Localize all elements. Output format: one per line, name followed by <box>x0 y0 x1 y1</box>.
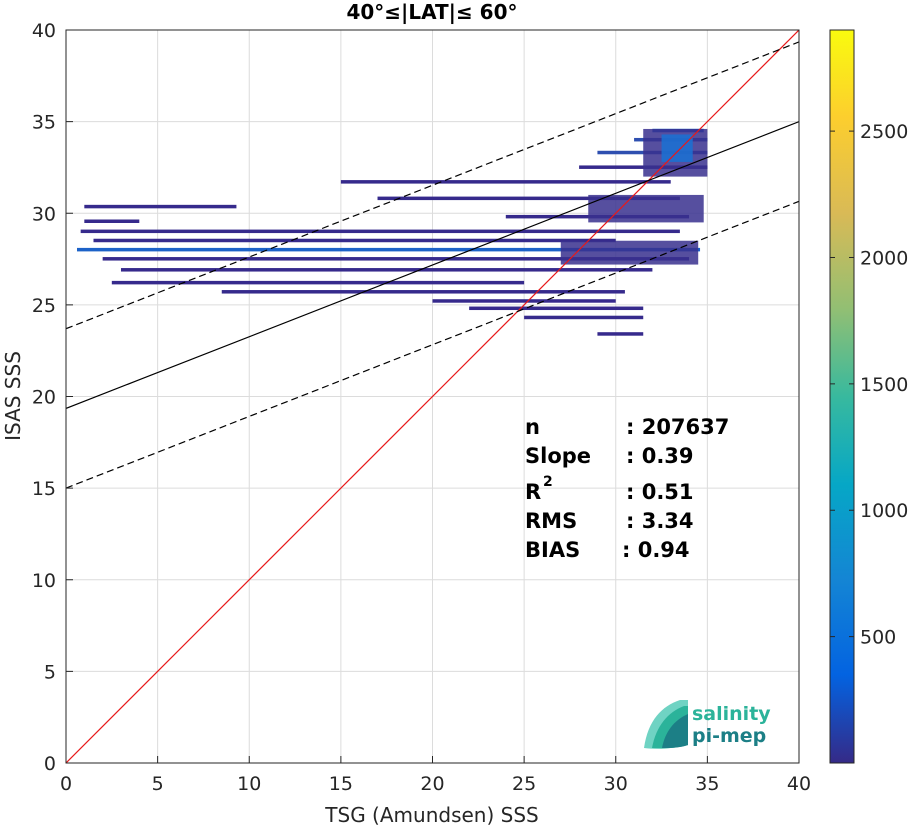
stat-r2-sup: 2 <box>543 474 553 490</box>
x-tick-label: 15 <box>329 773 353 795</box>
stat-n-label: n <box>525 415 540 439</box>
density-cell <box>84 204 237 209</box>
stat-rms-label: RMS <box>525 509 577 533</box>
y-tick-label: 15 <box>32 478 56 500</box>
stat-slope-value: : 0.39 <box>626 444 694 468</box>
colorbar-tick-label: 2000 <box>860 247 908 269</box>
y-tick-label: 40 <box>32 20 56 42</box>
density-cell <box>93 238 616 243</box>
axis-ticks: 0 5 10 15 20 25 30 35 40 0 5 10 15 20 25 30 35 40 <box>32 20 811 795</box>
y-tick-label: 25 <box>32 295 56 317</box>
stat-rms-value: : 3.34 <box>626 509 694 533</box>
chart-title: 40°≤|LAT|≤ 60° <box>346 0 517 24</box>
stat-n-value: : 207637 <box>626 415 729 439</box>
density-cell <box>111 280 525 285</box>
y-tick-label: 10 <box>32 570 56 592</box>
fit-lines <box>66 30 799 763</box>
y-tick-label: 20 <box>32 387 56 409</box>
x-axis-label: TSG (Amundsen) SSS <box>324 803 538 827</box>
density-core <box>560 240 699 265</box>
line-1:1 <box>66 30 799 763</box>
density-core <box>588 194 704 223</box>
density-peak <box>661 134 693 162</box>
density-cell <box>432 299 616 303</box>
logo-line2: pi-mep <box>692 725 766 747</box>
stat-bias-label: BIAS <box>525 538 580 562</box>
line-lower <box>66 200 799 489</box>
y-tick-label: 30 <box>32 203 56 225</box>
x-tick-label: 10 <box>237 773 261 795</box>
stat-r2-label: R <box>525 480 541 504</box>
density-cell <box>120 268 653 272</box>
colorbar: 500 1000 1500 2000 2500 <box>829 29 908 764</box>
stat-slope-label: Slope <box>525 444 591 468</box>
density-cell <box>84 219 140 223</box>
density-cell <box>80 229 680 234</box>
line-upper <box>66 41 799 330</box>
density-cell <box>102 257 690 261</box>
stats-box: n : 207637 Slope : 0.39 R 2 : 0.51 RMS :… <box>525 415 729 562</box>
x-tick-label: 0 <box>60 773 72 795</box>
salinity-pi-mep-logo: salinity pi-mep <box>644 700 771 749</box>
y-tick-label: 35 <box>32 112 56 134</box>
logo-line1: salinity <box>692 703 771 725</box>
density-cell <box>340 180 671 184</box>
colorbar-tick-label: 1000 <box>860 500 908 522</box>
density-cell <box>469 306 644 311</box>
x-tick-label: 25 <box>512 773 536 795</box>
density-cell <box>377 196 680 201</box>
stat-bias-value: : 0.94 <box>622 538 690 562</box>
density-cell <box>76 247 701 252</box>
density-cell <box>597 332 644 336</box>
x-tick-label: 40 <box>787 773 811 795</box>
colorbar-ticks: 500 1000 1500 2000 2500 <box>830 121 908 649</box>
wave-logo-icon <box>644 700 688 749</box>
colorbar-tick-label: 1500 <box>860 374 908 396</box>
x-tick-label: 20 <box>420 773 444 795</box>
colorbar-gradient <box>829 29 855 764</box>
y-axis-label: ISAS SSS <box>1 351 25 441</box>
density-cell <box>524 315 644 320</box>
density-cell <box>221 290 625 294</box>
x-tick-label: 35 <box>695 773 719 795</box>
stat-r2-value: : 0.51 <box>626 480 694 504</box>
colorbar-tick-label: 500 <box>860 627 896 649</box>
y-tick-label: 0 <box>44 753 56 775</box>
colorbar-tick-label: 2500 <box>860 121 908 143</box>
density-layer <box>76 128 708 336</box>
x-tick-label: 30 <box>604 773 628 795</box>
line-regression <box>66 121 799 409</box>
x-tick-label: 5 <box>152 773 164 795</box>
y-tick-label: 5 <box>44 661 56 683</box>
